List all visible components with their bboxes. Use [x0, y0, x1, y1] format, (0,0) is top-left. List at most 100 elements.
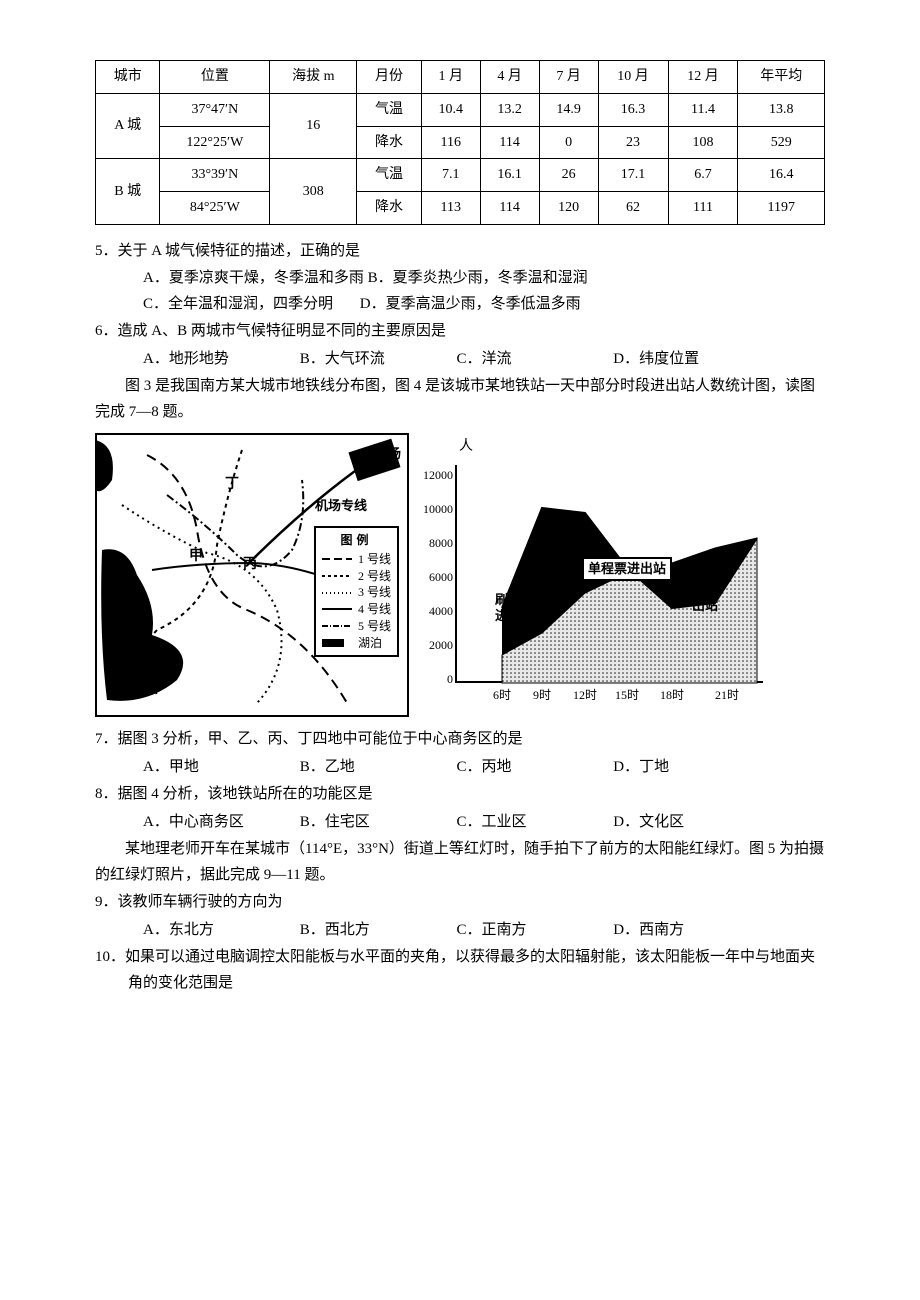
q6-B: B．大气环流	[300, 347, 453, 373]
xtick-5: 21时	[715, 685, 739, 705]
cityA-pos2: 122°25′W	[160, 126, 270, 159]
legend-title: 图例	[322, 532, 391, 549]
cityB-r1-2: 16.1	[480, 159, 539, 192]
q5-D: D．夏季高温少雨，冬季低温多雨	[360, 292, 581, 318]
intro-7-8: 图 3 是我国南方某大城市地铁线分布图，图 4 是该城市某地铁站一天中部分时段进…	[95, 374, 825, 425]
cityB-name: B 城	[96, 159, 160, 225]
cityA-r1-6: 13.8	[738, 93, 825, 126]
map-ding-label: 丁	[225, 473, 239, 497]
cityB-r2-1: 113	[421, 192, 480, 225]
cityB-r1-4: 17.1	[598, 159, 668, 192]
figure-3-metro-map: 机场 机场专线 丁 甲 丙 乙 图例 1 号线 2 号线 3 号线 4 号线 5…	[95, 433, 409, 717]
cityB-elev: 308	[270, 159, 357, 225]
legend-l4: 4 号线	[358, 601, 391, 618]
q6-stem: 6．造成 A、B 两城市气候特征明显不同的主要原因是	[95, 319, 825, 345]
cityB-r1-3: 26	[539, 159, 598, 192]
cityA-r2-2: 114	[480, 126, 539, 159]
th-m1: 1 月	[421, 61, 480, 94]
q5-A: A．夏季凉爽干燥，冬季温和多雨	[143, 266, 364, 292]
cityA-name: A 城	[96, 93, 160, 159]
chart-label-mid: 单程票进出站	[582, 557, 672, 581]
cityA-r1-5: 11.4	[668, 93, 738, 126]
cityA-r2-0: 降水	[357, 126, 421, 159]
cityA-r1-2: 13.2	[480, 93, 539, 126]
q5-stem: 5．关于 A 城气候特征的描述，正确的是	[95, 239, 825, 265]
xtick-3: 15时	[615, 685, 639, 705]
cityB-r2-4: 62	[598, 192, 668, 225]
cityA-elev: 16	[270, 93, 357, 159]
q6-D: D．纬度位置	[613, 347, 766, 373]
cityA-r1-4: 16.3	[598, 93, 668, 126]
map-legend: 图例 1 号线 2 号线 3 号线 4 号线 5 号线 湖泊	[314, 526, 399, 658]
q5-C: C．全年温和湿润，四季分明	[143, 292, 356, 318]
chart-label-in: 刷卡 进站	[495, 592, 521, 623]
cityA-r2-5: 108	[668, 126, 738, 159]
q7-A: A．甲地	[143, 755, 296, 781]
cityB-r1-5: 6.7	[668, 159, 738, 192]
xtick-4: 18时	[660, 685, 684, 705]
th-elev: 海拔 m	[270, 61, 357, 94]
cityB-r2-5: 111	[668, 192, 738, 225]
cityB-r1-6: 16.4	[738, 159, 825, 192]
cityA-pos1: 37°47′N	[160, 93, 270, 126]
th-avg: 年平均	[738, 61, 825, 94]
th-m7: 7 月	[539, 61, 598, 94]
q8-opts: A．中心商务区 B．住宅区 C．工业区 D．文化区	[95, 810, 825, 836]
q9-C: C．正南方	[457, 918, 610, 944]
map-yi-label: 乙	[173, 627, 187, 651]
th-m10: 10 月	[598, 61, 668, 94]
cityA-r1-3: 14.9	[539, 93, 598, 126]
map-bing-label: 丙	[243, 553, 257, 577]
cityA-r2-3: 0	[539, 126, 598, 159]
q8-D: D．文化区	[613, 810, 766, 836]
q10-stem: 10．如果可以通过电脑调控太阳能板与水平面的夹角，以获得最多的太阳辐射能，该太阳…	[128, 945, 825, 996]
th-m4: 4 月	[480, 61, 539, 94]
q6-C: C．洋流	[457, 347, 610, 373]
q6-opts: A．地形地势 B．大气环流 C．洋流 D．纬度位置	[95, 347, 825, 373]
q6-A: A．地形地势	[143, 347, 296, 373]
th-pos: 位置	[160, 61, 270, 94]
cityA-r2-4: 23	[598, 126, 668, 159]
map-jia-label: 甲	[189, 545, 203, 569]
q9-B: B．西北方	[300, 918, 453, 944]
map-airport-label: 机场	[375, 443, 401, 465]
q8-C: C．工业区	[457, 810, 610, 836]
q7-B: B．乙地	[300, 755, 453, 781]
th-month: 月份	[357, 61, 421, 94]
cityA-r1-0: 气温	[357, 93, 421, 126]
cityA-r1-1: 10.4	[421, 93, 480, 126]
xtick-2: 12时	[573, 685, 597, 705]
th-city: 城市	[96, 61, 160, 94]
climate-table: 城市 位置 海拔 m 月份 1 月 4 月 7 月 10 月 12 月 年平均 …	[95, 60, 825, 225]
cityB-pos1: 33°39′N	[160, 159, 270, 192]
cityB-r1-1: 7.1	[421, 159, 480, 192]
q7-D: D．丁地	[613, 755, 766, 781]
q7-stem: 7．据图 3 分析，甲、乙、丙、丁四地中可能位于中心商务区的是	[95, 727, 825, 753]
xtick-1: 9时	[533, 685, 551, 705]
figure-4-passenger-chart: 人 0 2000 4000 6000 8000 10000 12000	[427, 437, 767, 717]
q9-A: A．东北方	[143, 918, 296, 944]
cityB-r2-2: 114	[480, 192, 539, 225]
cityB-r1-0: 气温	[357, 159, 421, 192]
map-airportline-label: 机场专线	[315, 495, 367, 517]
th-m12: 12 月	[668, 61, 738, 94]
q7-opts: A．甲地 B．乙地 C．丙地 D．丁地	[95, 755, 825, 781]
legend-l1: 1 号线	[358, 551, 391, 568]
legend-l2: 2 号线	[358, 568, 391, 585]
cityB-pos2: 84°25′W	[160, 192, 270, 225]
q8-B: B．住宅区	[300, 810, 453, 836]
cityB-r2-3: 120	[539, 192, 598, 225]
legend-l3: 3 号线	[358, 584, 391, 601]
legend-lake: 湖泊	[358, 635, 382, 652]
xtick-0: 6时	[493, 685, 511, 705]
cityB-r2-0: 降水	[357, 192, 421, 225]
q5-B: B．夏季炎热少雨，冬季温和湿润	[368, 266, 588, 292]
cityB-r2-6: 1197	[738, 192, 825, 225]
q9-D: D．西南方	[613, 918, 766, 944]
q9-stem: 9．该教师车辆行驶的方向为	[95, 890, 825, 916]
q8-A: A．中心商务区	[143, 810, 296, 836]
cityA-r2-6: 529	[738, 126, 825, 159]
q5-opts: A．夏季凉爽干燥，冬季温和多雨 B．夏季炎热少雨，冬季温和湿润 C．全年温和湿润…	[95, 266, 825, 317]
q7-C: C．丙地	[457, 755, 610, 781]
legend-l5: 5 号线	[358, 618, 391, 635]
